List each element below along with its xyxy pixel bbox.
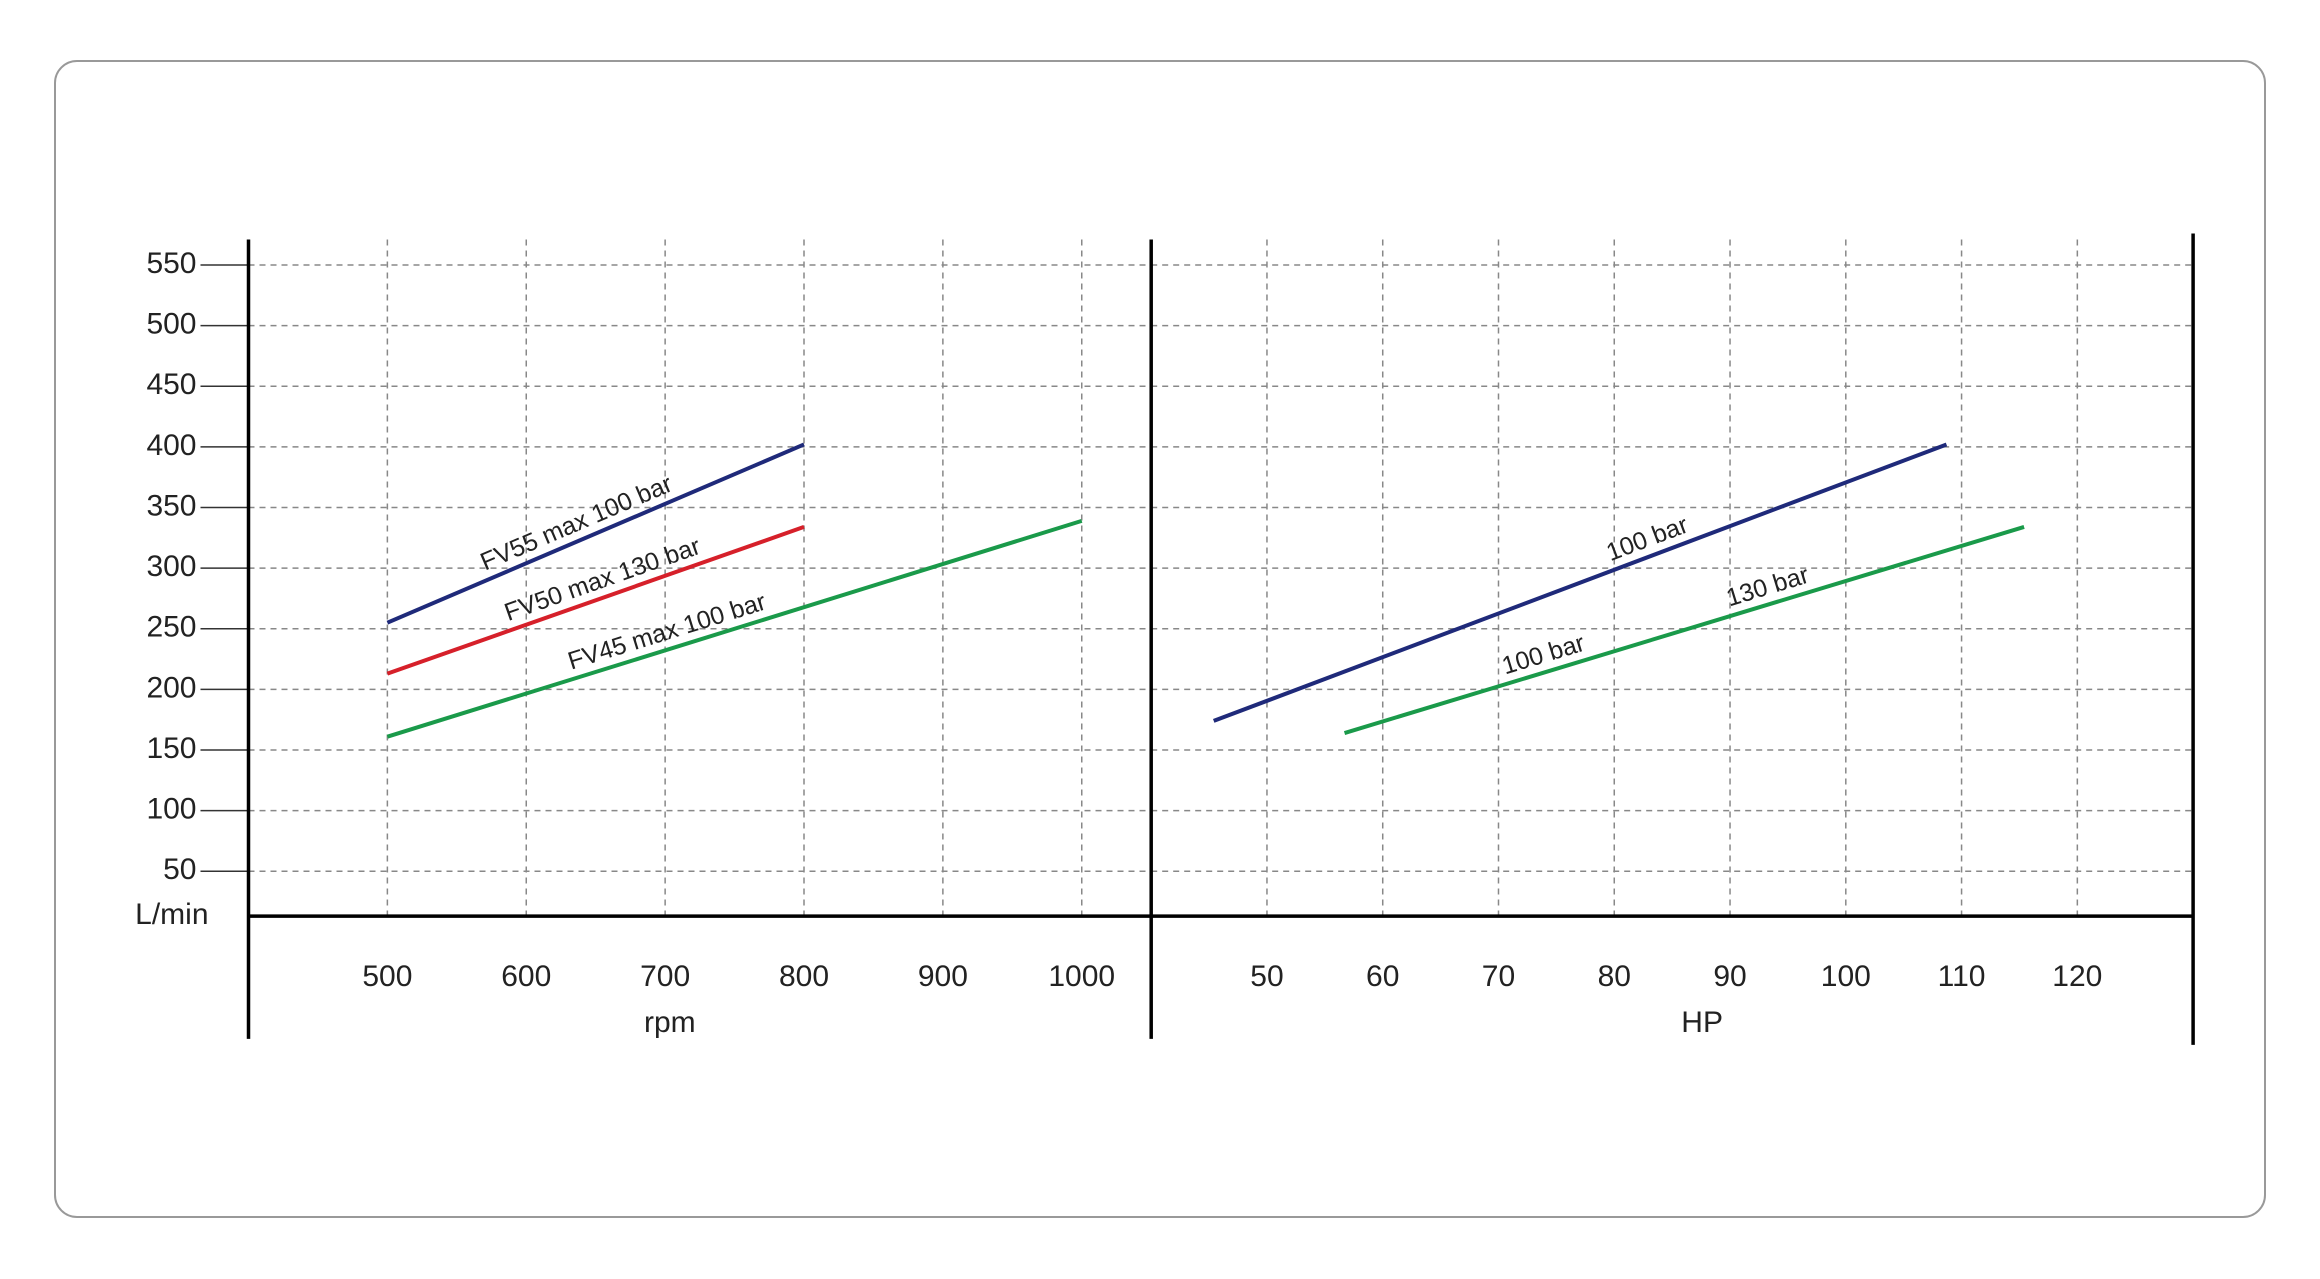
y-tick-label: 450	[146, 368, 196, 401]
x-tick-label: 50	[1250, 960, 1283, 993]
series-line	[1213, 442, 1948, 723]
x-tick-label: 600	[501, 960, 551, 993]
y-tick-label: 500	[146, 308, 196, 341]
series-line	[386, 525, 805, 676]
y-tick-label: 550	[146, 247, 196, 280]
series-line	[386, 518, 1083, 739]
y-tick-label: 400	[146, 429, 196, 462]
frame	[54, 60, 2266, 1218]
x-tick-label: 120	[2052, 960, 2102, 993]
x-tick-label: 1000	[1048, 960, 1115, 993]
x-tick-label: 110	[1938, 960, 1986, 993]
x-tick-label: 800	[779, 960, 829, 993]
x-axis-title: rpm	[644, 1006, 696, 1039]
y-tick-label: 250	[146, 611, 196, 644]
x-tick-label: 70	[1482, 960, 1515, 993]
y-tick-label: 200	[146, 671, 196, 704]
x-tick-label: 90	[1713, 960, 1746, 993]
series-line	[1343, 524, 2025, 735]
x-tick-label: 100	[1821, 960, 1871, 993]
x-tick-label: 700	[640, 960, 690, 993]
x-axis-title: HP	[1681, 1006, 1723, 1039]
x-tick-label: 500	[362, 960, 412, 993]
y-tick-label: 50	[163, 853, 196, 886]
y-axis-title: L/min	[135, 898, 208, 931]
y-tick-label: 350	[146, 489, 196, 522]
y-tick-label: 300	[146, 550, 196, 583]
x-tick-label: 80	[1598, 960, 1631, 993]
series-line	[386, 442, 805, 625]
x-tick-label: 900	[918, 960, 968, 993]
x-tick-label: 60	[1366, 960, 1399, 993]
y-tick-label: 150	[146, 732, 196, 765]
y-tick-label: 100	[146, 793, 196, 826]
